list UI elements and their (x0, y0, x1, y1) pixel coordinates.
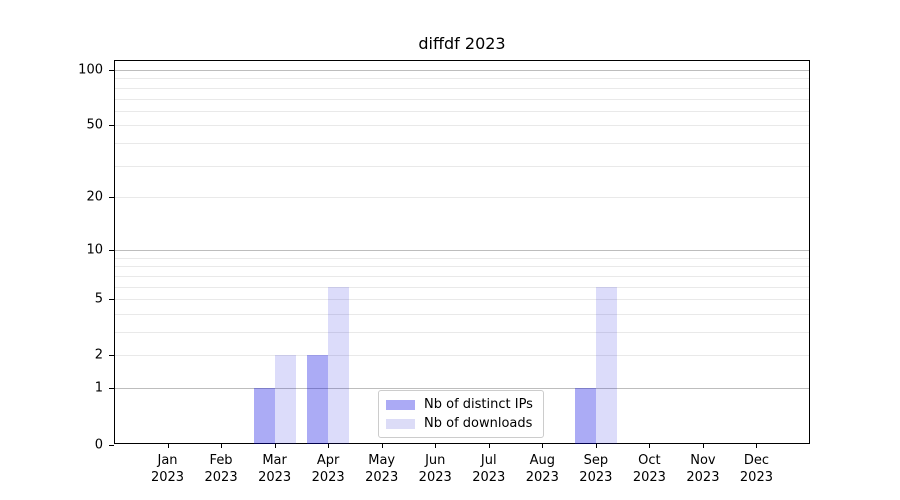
y-tick-mark (109, 388, 114, 389)
gridline-minor (115, 99, 809, 100)
legend-label: Nb of downloads (424, 416, 533, 431)
y-tick-label: 100 (78, 62, 103, 78)
gridline-minor (115, 314, 809, 315)
gridline-minor (115, 332, 809, 333)
legend-label: Nb of distinct IPs (424, 397, 533, 412)
y-tick-label: 10 (86, 242, 103, 258)
legend-row: Nb of downloads (386, 416, 533, 431)
y-tick-mark (109, 445, 114, 446)
y-tick-label: 1 (94, 380, 103, 396)
y-tick-label: 5 (94, 291, 103, 307)
y-tick-mark (109, 299, 114, 300)
bar-downloads (595, 286, 617, 445)
x-tick-mark (435, 444, 437, 448)
legend: Nb of distinct IPs Nb of downloads (378, 390, 544, 438)
x-tick-label: Jul 2023 (459, 452, 519, 486)
x-tick-label: Aug 2023 (512, 452, 572, 486)
gridline-minor (115, 266, 809, 267)
y-tick-mark (109, 250, 114, 251)
x-tick-mark (756, 444, 758, 448)
x-tick-label: Mar 2023 (245, 452, 305, 486)
x-tick-label: Apr 2023 (298, 452, 358, 486)
legend-swatch-distinct-ips (386, 399, 415, 410)
bar-distinct-ips (307, 355, 329, 445)
x-tick-label: Feb 2023 (191, 452, 251, 486)
x-tick-mark (328, 444, 330, 448)
x-tick-year: 2023 (579, 469, 613, 485)
gridline-major (115, 70, 809, 71)
x-tick-label: Nov 2023 (673, 452, 733, 486)
y-tick-label: 20 (86, 189, 103, 205)
gridline-minor (115, 197, 809, 198)
plot-area (114, 60, 810, 445)
gridline-minor (115, 78, 809, 79)
x-tick-year: 2023 (632, 469, 666, 485)
x-tick-label: Dec 2023 (726, 452, 786, 486)
x-tick-year: 2023 (311, 469, 345, 485)
y-tick-label: 50 (86, 117, 103, 133)
x-tick-year: 2023 (739, 469, 773, 485)
legend-row: Nb of distinct IPs (386, 397, 533, 412)
gridline-minor (115, 125, 809, 126)
x-tick-year: 2023 (686, 469, 720, 485)
bar-distinct-ips (574, 388, 596, 445)
x-tick-label: May 2023 (352, 452, 412, 486)
x-tick-year: 2023 (258, 469, 292, 485)
x-tick-year: 2023 (150, 469, 185, 485)
x-tick-label: Jun 2023 (405, 452, 465, 486)
x-tick-mark (595, 444, 597, 448)
y-tick-mark (109, 197, 114, 198)
gridline-minor (115, 166, 809, 167)
gridline-minor (115, 276, 809, 277)
gridline-minor (115, 111, 809, 112)
y-tick-mark (109, 125, 114, 126)
gridline-minor (115, 355, 809, 356)
gridline-minor (115, 287, 809, 288)
bar-downloads (274, 355, 296, 445)
gridline-minor (115, 299, 809, 300)
x-tick-mark (702, 444, 704, 448)
x-tick-mark (488, 444, 490, 448)
legend-swatch-downloads (386, 418, 415, 429)
chart-title: diffdf 2023 (418, 34, 506, 53)
bar-distinct-ips (253, 388, 275, 445)
y-tick-label: 0 (94, 437, 103, 453)
x-tick-year: 2023 (365, 469, 399, 485)
y-tick-mark (109, 70, 114, 71)
y-tick-mark (109, 355, 114, 356)
x-tick-mark (381, 444, 383, 448)
x-tick-year: 2023 (418, 469, 452, 485)
x-tick-label: Sep 2023 (566, 452, 626, 486)
gridline-minor (115, 258, 809, 259)
gridline-major (115, 388, 809, 389)
gridline-minor (115, 88, 809, 89)
x-tick-mark (542, 444, 544, 448)
x-tick-mark (274, 444, 276, 448)
gridline-minor (115, 143, 809, 144)
y-tick-label: 2 (94, 347, 103, 363)
x-tick-label: Jan 2023 (138, 452, 198, 486)
x-tick-mark (649, 444, 651, 448)
gridline-major (115, 250, 809, 251)
x-tick-year: 2023 (525, 469, 559, 485)
x-tick-mark (167, 444, 169, 448)
x-tick-year: 2023 (204, 469, 238, 485)
x-tick-year: 2023 (472, 469, 506, 485)
x-tick-mark (221, 444, 223, 448)
bar-downloads (328, 286, 350, 445)
x-tick-label: Oct 2023 (619, 452, 679, 486)
